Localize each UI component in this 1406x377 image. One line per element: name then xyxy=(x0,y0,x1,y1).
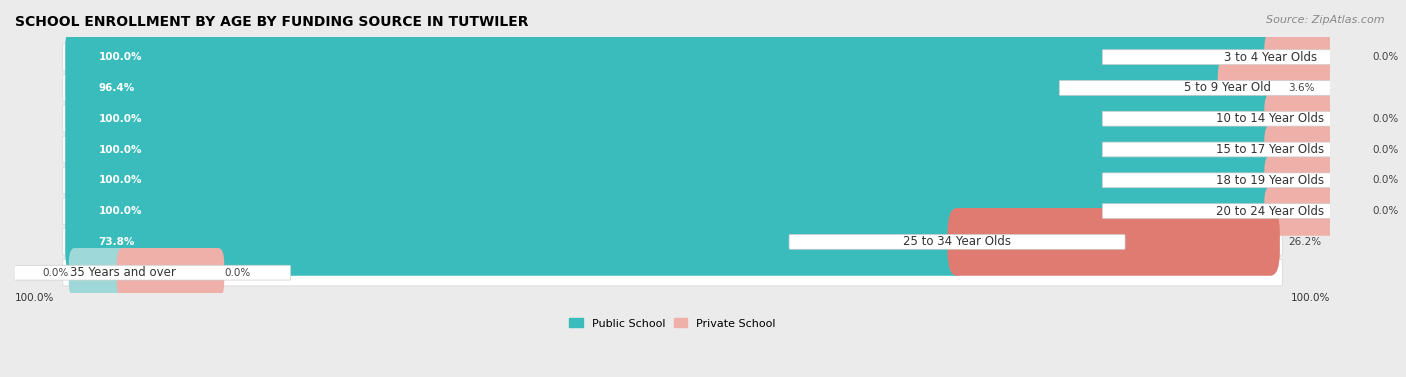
Text: 10 to 14 Year Olds: 10 to 14 Year Olds xyxy=(1216,112,1324,125)
Text: 35 Years and over: 35 Years and over xyxy=(70,266,176,279)
FancyBboxPatch shape xyxy=(789,234,1125,249)
FancyBboxPatch shape xyxy=(1102,111,1406,126)
Legend: Public School, Private School: Public School, Private School xyxy=(565,314,780,333)
FancyBboxPatch shape xyxy=(69,248,128,297)
FancyBboxPatch shape xyxy=(65,177,1279,245)
Text: 100.0%: 100.0% xyxy=(98,52,142,62)
FancyBboxPatch shape xyxy=(1102,50,1406,64)
Text: 18 to 19 Year Olds: 18 to 19 Year Olds xyxy=(1216,174,1324,187)
FancyBboxPatch shape xyxy=(63,106,1282,132)
Text: Source: ZipAtlas.com: Source: ZipAtlas.com xyxy=(1267,15,1385,25)
FancyBboxPatch shape xyxy=(1264,125,1372,174)
Text: 100.0%: 100.0% xyxy=(98,144,142,155)
FancyBboxPatch shape xyxy=(948,208,1279,276)
FancyBboxPatch shape xyxy=(63,198,1282,224)
Text: 0.0%: 0.0% xyxy=(1372,206,1398,216)
FancyBboxPatch shape xyxy=(1264,187,1372,236)
Text: SCHOOL ENROLLMENT BY AGE BY FUNDING SOURCE IN TUTWILER: SCHOOL ENROLLMENT BY AGE BY FUNDING SOUR… xyxy=(15,15,529,29)
FancyBboxPatch shape xyxy=(1218,54,1279,122)
FancyBboxPatch shape xyxy=(65,54,1237,122)
Text: 0.0%: 0.0% xyxy=(1372,114,1398,124)
FancyBboxPatch shape xyxy=(1059,81,1395,95)
Text: 0.0%: 0.0% xyxy=(1372,175,1398,185)
FancyBboxPatch shape xyxy=(65,85,1279,153)
FancyBboxPatch shape xyxy=(65,208,967,276)
Text: 100.0%: 100.0% xyxy=(98,206,142,216)
Text: 100.0%: 100.0% xyxy=(1291,293,1330,303)
Text: 100.0%: 100.0% xyxy=(98,114,142,124)
Text: 73.8%: 73.8% xyxy=(98,237,135,247)
Text: 0.0%: 0.0% xyxy=(42,268,69,278)
Text: 5 to 9 Year Old: 5 to 9 Year Old xyxy=(1184,81,1271,94)
Text: 100.0%: 100.0% xyxy=(98,175,142,185)
FancyBboxPatch shape xyxy=(63,136,1282,163)
FancyBboxPatch shape xyxy=(1264,94,1372,143)
FancyBboxPatch shape xyxy=(63,75,1282,101)
Text: 100.0%: 100.0% xyxy=(15,293,55,303)
FancyBboxPatch shape xyxy=(63,167,1282,193)
Text: 0.0%: 0.0% xyxy=(224,268,250,278)
FancyBboxPatch shape xyxy=(63,44,1282,70)
FancyBboxPatch shape xyxy=(0,265,291,280)
Text: 3.6%: 3.6% xyxy=(1288,83,1315,93)
FancyBboxPatch shape xyxy=(117,248,224,297)
Text: 3 to 4 Year Olds: 3 to 4 Year Olds xyxy=(1223,51,1317,64)
Text: 15 to 17 Year Olds: 15 to 17 Year Olds xyxy=(1216,143,1324,156)
Text: 26.2%: 26.2% xyxy=(1288,237,1322,247)
FancyBboxPatch shape xyxy=(63,228,1282,255)
FancyBboxPatch shape xyxy=(1102,204,1406,219)
FancyBboxPatch shape xyxy=(1102,142,1406,157)
FancyBboxPatch shape xyxy=(65,116,1279,183)
Text: 20 to 24 Year Olds: 20 to 24 Year Olds xyxy=(1216,205,1324,218)
Text: 25 to 34 Year Olds: 25 to 34 Year Olds xyxy=(903,235,1011,248)
FancyBboxPatch shape xyxy=(65,23,1279,91)
FancyBboxPatch shape xyxy=(1102,173,1406,188)
FancyBboxPatch shape xyxy=(1264,156,1372,205)
FancyBboxPatch shape xyxy=(65,146,1279,214)
FancyBboxPatch shape xyxy=(1264,32,1372,82)
FancyBboxPatch shape xyxy=(63,259,1282,286)
Text: 0.0%: 0.0% xyxy=(1372,144,1398,155)
Text: 0.0%: 0.0% xyxy=(1372,52,1398,62)
Text: 96.4%: 96.4% xyxy=(98,83,135,93)
